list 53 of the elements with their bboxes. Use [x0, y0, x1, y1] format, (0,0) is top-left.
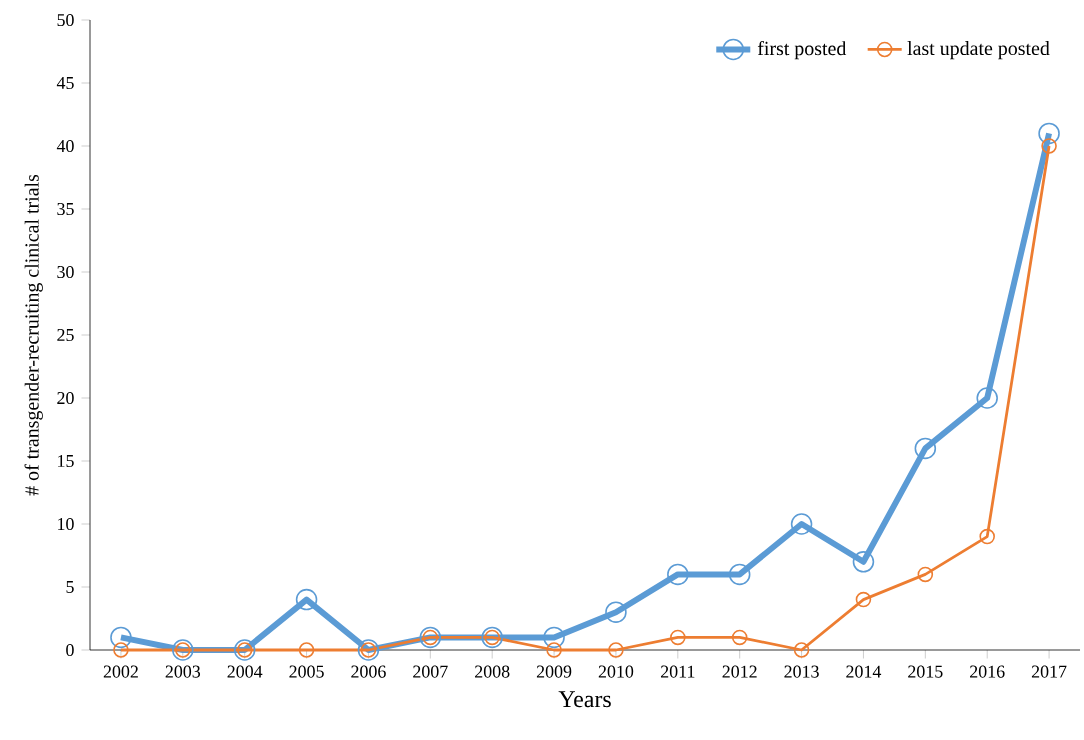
x-tick-label: 2015 — [908, 665, 943, 678]
y-tick-label: 30 — [57, 265, 74, 279]
point — [608, 642, 624, 658]
point — [1041, 138, 1057, 154]
y-tick-label: 50 — [57, 13, 74, 27]
y-tick-label: 10 — [58, 517, 74, 531]
point — [976, 387, 998, 409]
x-tick-label: 2009 — [536, 665, 572, 678]
x-tick-label: 2005 — [289, 665, 324, 678]
point — [670, 629, 686, 646]
point — [728, 563, 751, 586]
point — [917, 566, 934, 583]
y-tick-label: 5 — [66, 581, 74, 593]
y-tick-label: 25 — [57, 328, 74, 342]
x-tick-label: 2002 — [103, 665, 138, 678]
point — [852, 551, 875, 573]
legend-label: last update posted — [907, 41, 1050, 60]
point — [979, 528, 995, 545]
y-tick-label: 15 — [58, 454, 74, 468]
point — [790, 513, 813, 535]
legend-label: first posted — [757, 40, 847, 60]
x-tick-label: 2011 — [661, 665, 695, 678]
point — [731, 629, 748, 646]
x-tick-label: 2010 — [598, 665, 634, 678]
y-axis-title: # of transgender-recruiting clinical trials — [24, 174, 43, 496]
y-tick-label: 35 — [57, 202, 74, 216]
point — [605, 601, 627, 623]
y-tick-label: 40 — [56, 139, 74, 153]
x-tick-label: 2006 — [351, 665, 386, 678]
x-tick-label: 2008 — [475, 665, 510, 678]
point — [113, 642, 129, 658]
point — [546, 642, 562, 658]
x-tick-label: 2014 — [846, 665, 882, 678]
x-tick-label: 2017 — [1031, 665, 1067, 678]
x-tick-label: 2016 — [970, 665, 1005, 678]
y-tick-label: 0 — [66, 643, 74, 657]
point — [914, 437, 937, 460]
point — [543, 626, 565, 649]
x-tick-label: 2013 — [784, 665, 819, 678]
x-tick-label: 2007 — [413, 665, 448, 678]
point — [110, 626, 132, 649]
point — [793, 642, 810, 658]
point — [1038, 122, 1060, 145]
point — [295, 588, 318, 611]
x-tick-label: 2012 — [722, 665, 757, 678]
y-tick-label: 45 — [56, 77, 74, 89]
y-tick-label: 20 — [57, 391, 74, 405]
x-axis-title: Years — [558, 691, 611, 708]
x-tick-label: 2003 — [165, 665, 201, 678]
point — [667, 563, 689, 586]
point — [298, 642, 315, 658]
x-tick-label: 2004 — [227, 665, 263, 678]
point — [855, 591, 872, 608]
